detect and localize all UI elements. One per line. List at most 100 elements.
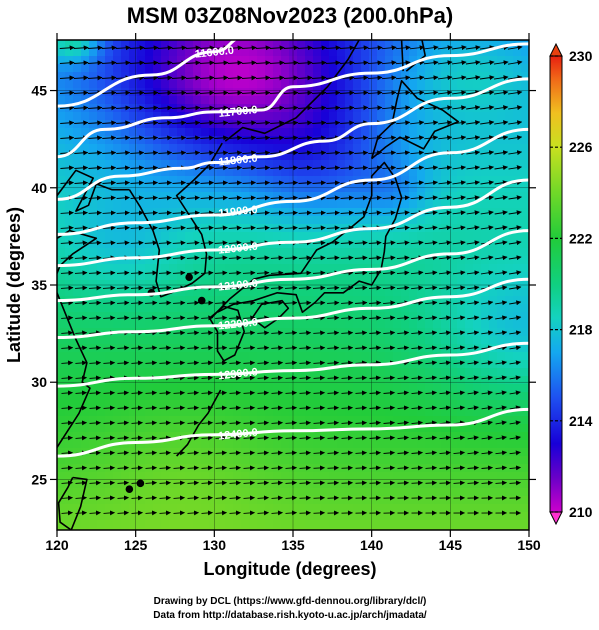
field-cell bbox=[337, 440, 346, 449]
field-cell bbox=[169, 144, 178, 153]
field-cell bbox=[105, 480, 114, 489]
field-cell bbox=[345, 384, 354, 393]
field-cell bbox=[313, 408, 322, 417]
field-cell bbox=[217, 232, 226, 241]
field-cell bbox=[161, 80, 170, 89]
field-cell bbox=[473, 184, 482, 193]
field-cell bbox=[257, 384, 266, 393]
field-cell bbox=[337, 352, 346, 361]
field-cell bbox=[249, 216, 258, 225]
field-cell bbox=[369, 432, 378, 441]
field-cell bbox=[297, 160, 306, 169]
field-cell bbox=[193, 408, 202, 417]
field-cell bbox=[329, 440, 338, 449]
field-cell bbox=[329, 256, 338, 265]
field-cell bbox=[489, 144, 498, 153]
field-cell bbox=[137, 368, 146, 377]
wind-vector bbox=[314, 483, 325, 484]
field-cell bbox=[177, 240, 186, 249]
field-cell bbox=[177, 96, 186, 105]
field-cell bbox=[201, 136, 210, 145]
field-cell bbox=[393, 312, 402, 321]
field-cell bbox=[121, 336, 130, 345]
field-cell bbox=[369, 48, 378, 57]
field-cell bbox=[433, 232, 442, 241]
field-cell bbox=[481, 504, 490, 513]
field-cell bbox=[377, 96, 386, 105]
field-cell bbox=[361, 408, 370, 417]
field-cell bbox=[153, 64, 162, 73]
field-cell bbox=[457, 80, 466, 89]
field-cell bbox=[113, 144, 122, 153]
field-cell bbox=[377, 504, 386, 513]
field-cell bbox=[225, 264, 234, 273]
field-cell bbox=[505, 432, 514, 441]
field-cell bbox=[305, 112, 314, 121]
field-cell bbox=[153, 448, 162, 457]
field-cell bbox=[233, 504, 242, 513]
field-cell bbox=[153, 488, 162, 497]
field-cell bbox=[105, 320, 114, 329]
field-cell bbox=[305, 48, 314, 57]
field-cell bbox=[73, 72, 82, 81]
field-cell bbox=[129, 448, 138, 457]
field-cell bbox=[441, 128, 450, 137]
field-cell bbox=[401, 312, 410, 321]
field-cell bbox=[321, 376, 330, 385]
field-cell bbox=[457, 112, 466, 121]
field-cell bbox=[281, 456, 290, 465]
field-cell bbox=[145, 280, 154, 289]
field-cell bbox=[353, 112, 362, 121]
field-cell bbox=[161, 384, 170, 393]
field-cell bbox=[425, 456, 434, 465]
field-cell bbox=[201, 424, 210, 433]
field-cell bbox=[481, 440, 490, 449]
field-cell bbox=[89, 248, 98, 257]
field-cell bbox=[329, 216, 338, 225]
field-cell bbox=[305, 480, 314, 489]
field-cell bbox=[297, 184, 306, 193]
field-cell bbox=[313, 280, 322, 289]
field-cell bbox=[193, 488, 202, 497]
field-cell bbox=[353, 320, 362, 329]
field-cell bbox=[161, 240, 170, 249]
field-cell bbox=[329, 376, 338, 385]
field-cell bbox=[441, 480, 450, 489]
field-cell bbox=[353, 200, 362, 209]
field-cell bbox=[457, 488, 466, 497]
field-cell bbox=[329, 336, 338, 345]
field-cell bbox=[409, 328, 418, 337]
field-cell bbox=[393, 240, 402, 249]
field-cell bbox=[441, 144, 450, 153]
field-cell bbox=[417, 432, 426, 441]
field-cell bbox=[457, 168, 466, 177]
field-cell bbox=[257, 112, 266, 121]
field-cell bbox=[473, 408, 482, 417]
field-cell bbox=[409, 232, 418, 241]
field-cell bbox=[465, 240, 474, 249]
field-cell bbox=[425, 168, 434, 177]
field-cell bbox=[369, 160, 378, 169]
field-cell bbox=[81, 432, 90, 441]
field-cell bbox=[289, 48, 298, 57]
field-cell bbox=[513, 368, 522, 377]
field-cell bbox=[393, 320, 402, 329]
field-cell bbox=[97, 320, 106, 329]
island-iki bbox=[199, 298, 205, 304]
field-cell bbox=[305, 96, 314, 105]
field-cell bbox=[313, 184, 322, 193]
field-cell bbox=[241, 504, 250, 513]
field-cell bbox=[137, 128, 146, 137]
field-cell bbox=[113, 248, 122, 257]
field-cell bbox=[249, 480, 258, 489]
field-cell bbox=[169, 488, 178, 497]
field-cell bbox=[265, 488, 274, 497]
field-cell bbox=[209, 184, 218, 193]
field-cell bbox=[513, 440, 522, 449]
field-cell bbox=[145, 144, 154, 153]
field-cell bbox=[185, 456, 194, 465]
field-cell bbox=[241, 88, 250, 97]
field-cell bbox=[369, 248, 378, 257]
field-cell bbox=[337, 48, 346, 57]
field-cell bbox=[89, 456, 98, 465]
